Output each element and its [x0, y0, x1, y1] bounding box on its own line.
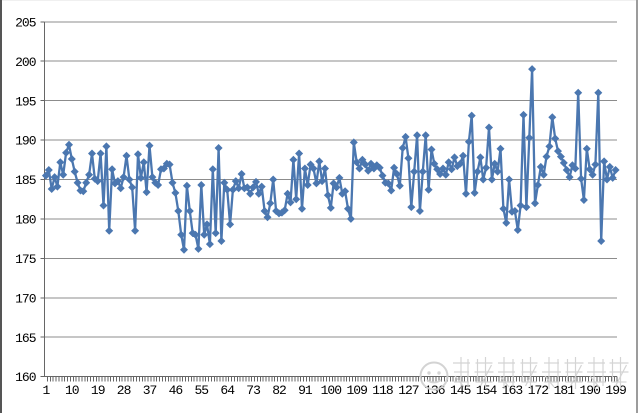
- svg-text:1: 1: [42, 383, 50, 398]
- svg-text:37: 37: [143, 383, 157, 398]
- svg-text:46: 46: [169, 383, 183, 398]
- svg-text:55: 55: [194, 383, 208, 398]
- svg-text:145: 145: [450, 383, 471, 398]
- svg-text:165: 165: [15, 331, 36, 346]
- svg-text:190: 190: [579, 383, 600, 398]
- svg-text:170: 170: [15, 291, 36, 306]
- svg-text:199: 199: [605, 383, 626, 398]
- svg-text:109: 109: [346, 383, 367, 398]
- svg-text:205: 205: [15, 15, 36, 30]
- svg-text:19: 19: [91, 383, 105, 398]
- svg-text:190: 190: [15, 134, 36, 149]
- svg-text:180: 180: [15, 213, 36, 228]
- svg-text:136: 136: [424, 383, 445, 398]
- svg-text:10: 10: [65, 383, 79, 398]
- svg-text:200: 200: [15, 55, 36, 70]
- svg-text:154: 154: [476, 383, 498, 398]
- svg-text:181: 181: [554, 383, 576, 398]
- svg-text:172: 172: [528, 383, 549, 398]
- svg-text:160: 160: [15, 370, 36, 385]
- svg-text:100: 100: [321, 383, 342, 398]
- svg-text:195: 195: [15, 94, 36, 109]
- svg-text:64: 64: [220, 383, 235, 398]
- svg-text:175: 175: [15, 252, 36, 267]
- svg-text:28: 28: [117, 383, 131, 398]
- svg-text:73: 73: [246, 383, 260, 398]
- svg-text:91: 91: [298, 383, 313, 398]
- svg-text:185: 185: [15, 173, 36, 188]
- svg-text:118: 118: [372, 383, 393, 398]
- svg-text:82: 82: [272, 383, 286, 398]
- svg-text:127: 127: [398, 383, 419, 398]
- svg-text:163: 163: [502, 383, 523, 398]
